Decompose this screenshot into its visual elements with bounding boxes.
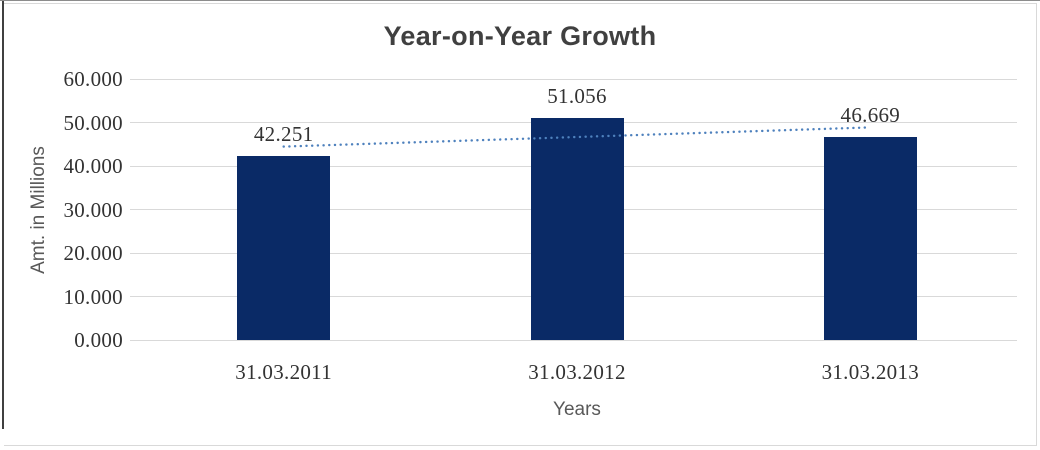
bar-31.03.2012: [530, 117, 624, 340]
x-axis-title: Years: [553, 399, 601, 420]
frame-top-edge: [0, 0, 1040, 1]
y-gridline: [130, 339, 1017, 341]
x-category-label: 31.03.2013: [821, 360, 920, 384]
y-tick-label: 0.000: [74, 328, 123, 352]
bar-31.03.2011: [237, 156, 331, 340]
frame-left-edge: [2, 1, 4, 429]
bar-value-label: 42.251: [253, 122, 314, 147]
y-tick-label: 10.000: [63, 284, 123, 309]
chart-title: Year-on-Year Growth: [383, 21, 657, 51]
x-category-label: 31.03.2012: [528, 360, 626, 384]
y-tick-label: 20.000: [63, 241, 123, 265]
bar-31.03.2013: [823, 136, 917, 340]
y-tick-label: 30.000: [63, 197, 123, 222]
y-gridline: [130, 78, 1017, 80]
y-tick-label: 40.000: [63, 154, 123, 178]
x-category-label: 31.03.2011: [235, 360, 333, 384]
y-tick-label: 60.000: [63, 67, 123, 91]
bar-value-label: 46.669: [840, 102, 901, 127]
bar-value-label: 51.056: [547, 83, 607, 108]
y-tick-label: 50.000: [63, 110, 123, 135]
